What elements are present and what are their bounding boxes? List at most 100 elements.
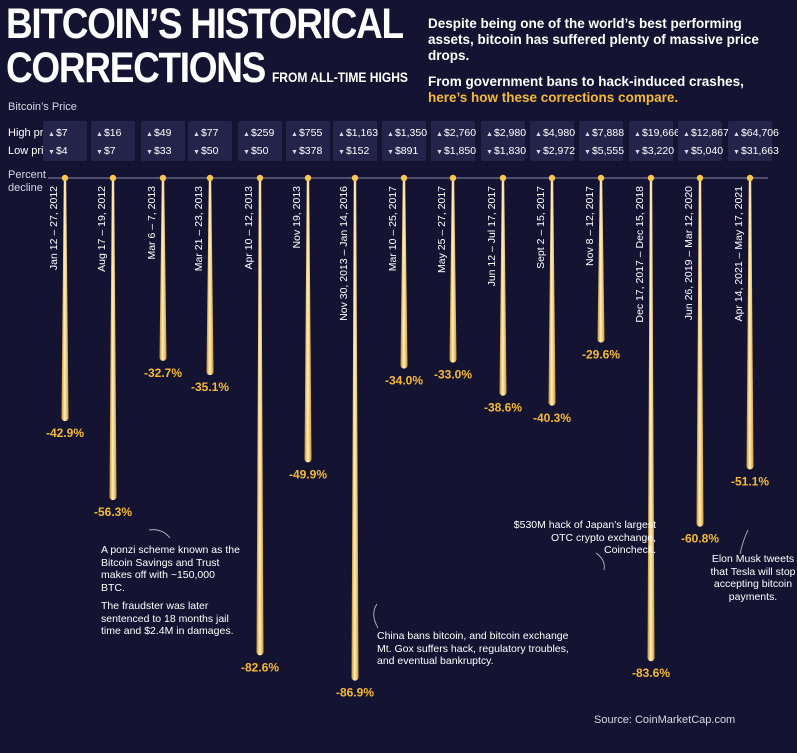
price-heading: Bitcoin’s Price	[8, 101, 77, 113]
low-price: ▼$31,663	[733, 145, 779, 157]
category-label: Nov 30, 2013 – Jan 14, 2016	[338, 186, 350, 321]
high-price: ▲$755	[291, 127, 323, 139]
price-box	[579, 121, 623, 161]
bar-top-dot	[351, 174, 359, 182]
high-price: ▲$2,760	[436, 127, 477, 139]
bar	[206, 178, 214, 376]
category-label: Jun 12 – Jul 17, 2017	[486, 186, 498, 287]
down-triangle-icon: ▼	[338, 149, 345, 156]
low-price: ▼$33	[146, 145, 172, 157]
category-label: Aug 17 – 19, 2012	[96, 186, 108, 272]
low-price: ▼$1,850	[436, 145, 477, 157]
bar-top-dot	[449, 174, 457, 182]
price-box	[141, 121, 185, 161]
high-price: ▲$1,163	[338, 127, 379, 139]
price-box	[728, 121, 772, 161]
high-price: ▲$4,980	[535, 127, 576, 139]
category-label: Nov 19, 2013	[291, 186, 303, 249]
high-price: ▲$1,350	[387, 127, 428, 139]
category-label: May 25 – 27, 2017	[436, 186, 448, 273]
annotation-arrow	[373, 603, 379, 629]
up-triangle-icon: ▲	[146, 131, 153, 138]
high-price: ▲$12,867	[683, 127, 729, 139]
bar-top-dot	[548, 174, 556, 182]
value-label: -51.1%	[731, 474, 769, 488]
low-price: ▼$4	[48, 145, 68, 157]
note-ponzi-2: The fraudster was later sentenced to 18 …	[101, 600, 234, 637]
high-price: ▲$2,980	[486, 127, 527, 139]
title-suffix: FROM ALL-TIME HIGHS	[271, 69, 408, 85]
high-price: ▲$259	[243, 127, 275, 139]
low-price: ▼$50	[193, 145, 219, 157]
high-price: ▲$77	[193, 127, 219, 139]
value-label: -33.0%	[434, 368, 472, 382]
bar-top-dot	[746, 174, 754, 182]
bar-top-dot	[206, 174, 214, 182]
up-triangle-icon: ▲	[733, 131, 740, 138]
low-price: ▼$50	[243, 145, 269, 157]
bar-top-dot	[61, 174, 69, 182]
bar-top-dot	[647, 174, 655, 182]
intro-paragraph-2: From government bans to hack-induced cra…	[428, 74, 790, 106]
category-label: Jan 12 – 27, 2012	[48, 186, 60, 270]
down-triangle-icon: ▼	[535, 149, 542, 156]
high-price: ▲$16	[96, 127, 122, 139]
down-triangle-icon: ▼	[387, 149, 394, 156]
bar	[109, 178, 117, 501]
down-triangle-icon: ▼	[243, 149, 250, 156]
bar	[400, 178, 408, 369]
low-price: ▼$5,040	[683, 145, 724, 157]
percent-decline-heading: Percent decline	[8, 169, 46, 195]
down-triangle-icon: ▼	[48, 149, 55, 156]
category-label: Dec 17, 2017 – Dec 15, 2018	[634, 186, 646, 323]
bar	[449, 178, 457, 363]
price-box	[530, 121, 574, 161]
bar	[61, 178, 69, 422]
category-label: Apr 10 – 12, 2013	[243, 186, 255, 270]
percent-heading-line-2: decline	[8, 182, 43, 194]
bar-top-dot	[597, 174, 605, 182]
high-price: ▲$64,706	[733, 127, 779, 139]
percent-heading-line-1: Percent	[8, 169, 46, 181]
bar	[499, 178, 507, 396]
up-triangle-icon: ▲	[683, 131, 690, 138]
bar-top-dot	[159, 174, 167, 182]
intro-paragraph-2b: here’s how these corrections compare.	[428, 90, 679, 105]
price-box	[333, 121, 377, 161]
low-price: ▼$7	[96, 145, 116, 157]
bar-top-dot	[499, 174, 507, 182]
down-triangle-icon: ▼	[486, 149, 493, 156]
value-label: -82.6%	[241, 660, 279, 674]
price-box	[238, 121, 282, 161]
up-triangle-icon: ▲	[193, 131, 200, 138]
category-label: Mar 21 – 23, 2013	[193, 186, 205, 271]
price-box	[91, 121, 135, 161]
value-label: -56.3%	[94, 505, 132, 519]
value-label: -49.9%	[289, 467, 327, 481]
low-price: ▼$152	[338, 145, 370, 157]
down-triangle-icon: ▼	[193, 149, 200, 156]
chart-title: BITCOIN’S HISTORICAL CORRECTIONS FROM ALL…	[6, 2, 408, 99]
value-label: -32.7%	[144, 366, 182, 380]
intro-paragraph-1: Despite being one of the world’s best pe…	[428, 16, 759, 63]
bar	[548, 178, 556, 406]
up-triangle-icon: ▲	[436, 131, 443, 138]
down-triangle-icon: ▼	[634, 149, 641, 156]
up-triangle-icon: ▲	[584, 131, 591, 138]
low-price: ▼$1,830	[486, 145, 527, 157]
price-box	[188, 121, 232, 161]
price-box	[481, 121, 525, 161]
bar-top-dot	[304, 174, 312, 182]
note-ponzi-1: A ponzi scheme known as the Bitcoin Savi…	[101, 544, 240, 594]
bar	[696, 178, 704, 527]
value-label: -38.6%	[484, 401, 522, 415]
low-price: ▼$5,555	[584, 145, 625, 157]
intro-text: Despite being one of the world’s best pe…	[428, 16, 790, 116]
down-triangle-icon: ▼	[733, 149, 740, 156]
price-box	[382, 121, 426, 161]
bar-top-dot	[696, 174, 704, 182]
value-label: -60.8%	[681, 532, 719, 546]
up-triangle-icon: ▲	[96, 131, 103, 138]
up-triangle-icon: ▲	[387, 131, 394, 138]
